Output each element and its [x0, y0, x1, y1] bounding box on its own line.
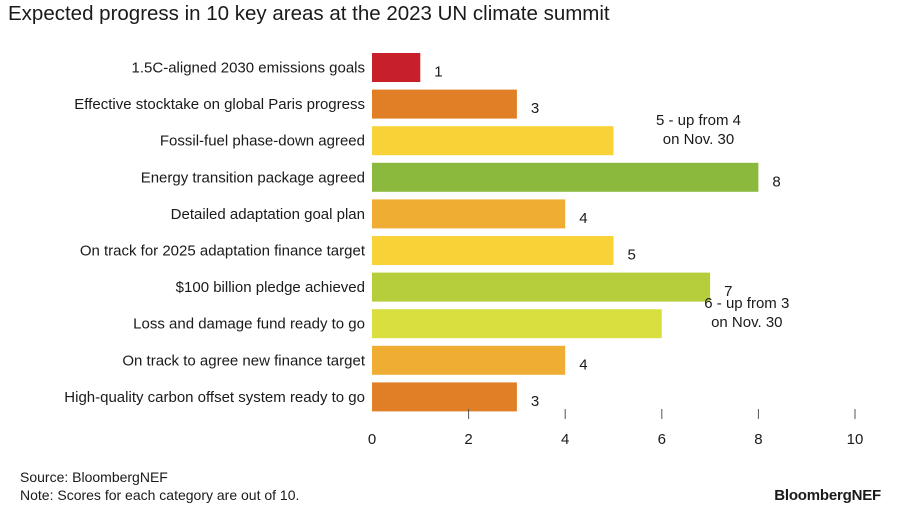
category-label: $100 billion pledge achieved [176, 279, 365, 296]
category-label: Fossil-fuel phase-down agreed [160, 133, 365, 150]
bar [372, 236, 614, 265]
category-label: On track to agree new finance target [122, 352, 365, 369]
bars-group: 1.5C-aligned 2030 emissions goals 1 Effect… [64, 53, 789, 412]
category-label: Detailed adaptation goal plan [171, 206, 365, 223]
value-label: 5 [628, 247, 636, 264]
x-tick-label: 0 [368, 431, 376, 448]
value-label: 4 [579, 356, 587, 373]
x-tick-label: 10 [847, 431, 864, 448]
x-tick-label: 8 [754, 431, 762, 448]
category-label: 1.5C-aligned 2030 emissions goals [132, 60, 365, 77]
bar [372, 199, 566, 229]
footnote: Note: Scores for each category are out o… [20, 487, 300, 503]
bar [372, 53, 421, 82]
value-annotation: on Nov. 30 [663, 131, 734, 148]
chart-footer: Source: BloombergNEF Note: Scores for ea… [20, 468, 299, 504]
bar [372, 89, 517, 119]
x-tick-label: 4 [561, 431, 569, 448]
category-label: Effective stocktake on global Paris prog… [74, 96, 365, 113]
value-label: 3 [531, 100, 539, 117]
brand-logo: BloombergNEF [774, 487, 881, 504]
bar [372, 272, 711, 302]
bar [372, 309, 662, 339]
x-tick-label: 6 [658, 431, 666, 448]
bar [372, 126, 614, 156]
bar [372, 162, 759, 192]
chart-title: Expected progress in 10 key areas at the… [8, 2, 610, 25]
value-annotation: 5 - up from 4 [656, 112, 741, 129]
category-label: Loss and damage fund ready to go [133, 316, 365, 333]
bar [372, 382, 517, 412]
value-label: 4 [579, 210, 587, 227]
bar [372, 345, 566, 375]
category-label: High-quality carbon offset system ready … [64, 389, 365, 406]
value-label: 8 [772, 173, 780, 190]
value-annotation: on Nov. 30 [711, 314, 782, 331]
x-axis: 0 2 4 6 8 10 [368, 409, 864, 448]
category-label: Energy transition package agreed [141, 169, 365, 186]
value-annotation: 6 - up from 3 [704, 295, 789, 312]
value-label: 7 [724, 283, 732, 300]
value-label: 3 [531, 393, 539, 410]
x-tick-label: 2 [464, 431, 472, 448]
category-label: On track for 2025 adaptation finance tar… [80, 243, 366, 260]
source-note: Source: BloombergNEF [20, 469, 168, 485]
value-label: 1 [434, 64, 442, 81]
